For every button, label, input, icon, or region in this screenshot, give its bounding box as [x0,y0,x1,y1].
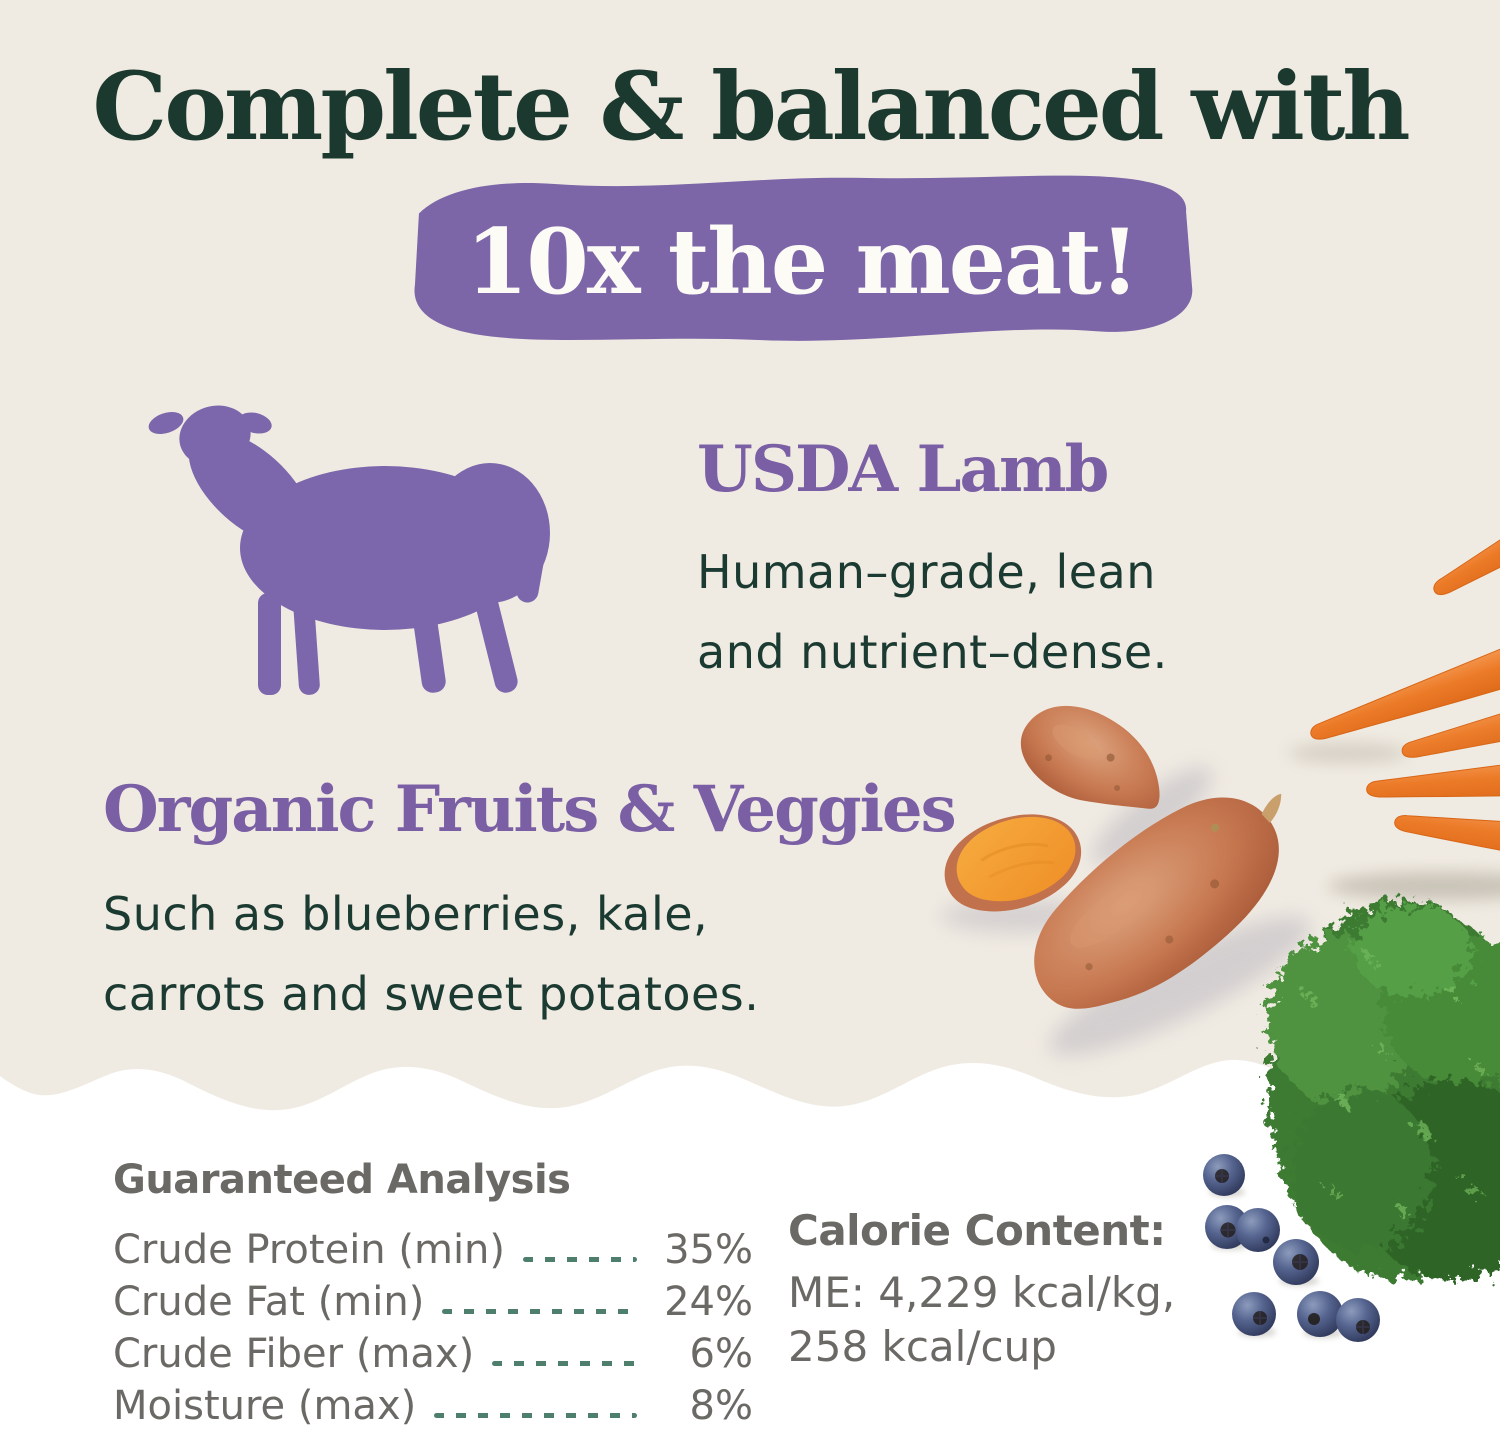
lamb-heading: USDA Lamb [697,432,1109,507]
guaranteed-analysis-heading: Guaranteed Analysis [113,1157,571,1203]
kale-photo [1267,900,1500,1280]
produce-heading: Organic Fruits & Veggies [103,772,957,847]
dotted-leader [492,1360,637,1366]
wave-divider [0,1030,1500,1111]
analysis-value: 8% [689,1383,753,1429]
calorie-line: 258 kcal/cup [788,1322,1057,1372]
calorie-heading: Calorie Content: [788,1206,1166,1255]
analysis-label: Crude Fat (min) [113,1279,425,1325]
analysis-value: 24% [664,1279,753,1325]
calorie-content: Calorie Content: ME: 4,229 kcal/kg, 258 … [788,1206,1248,1374]
sweet-potatoes-photo [940,705,1312,1056]
table-row: Crude Fiber (max) 6% [113,1328,753,1380]
calorie-line: ME: 4,229 kcal/kg, [788,1268,1176,1318]
dotted-leader [434,1412,637,1418]
lamb-section: USDA Lamb Human–grade, lean and nutrient… [697,438,1217,692]
table-row: Crude Fat (min) 24% [113,1276,753,1328]
dotted-leader [442,1308,637,1314]
analysis-label: Crude Protein (min) [113,1227,506,1273]
lamb-silhouette-icon [148,405,550,695]
produce-body: Such as blueberries, kale, carrots and s… [103,887,760,1022]
meat-banner: 10x the meat! [403,170,1200,348]
guaranteed-analysis: Guaranteed Analysis Crude Protein (min) … [113,1156,753,1431]
lamb-body: Human–grade, lean and nutrient–dense. [697,545,1168,680]
produce-section: Organic Fruits & Veggies Such as blueber… [103,772,957,1034]
analysis-label: Moisture (max) [113,1383,417,1429]
blueberries-photo [1203,1154,1380,1342]
analysis-value: 6% [689,1331,753,1377]
carrots-photo [1288,426,1500,900]
dotted-leader [523,1256,637,1262]
analysis-value: 35% [664,1227,753,1273]
page-title: Complete & balanced with [92,52,1410,162]
table-row: Moisture (max) 8% [113,1380,753,1431]
table-row: Crude Protein (min) 35% [113,1224,753,1276]
analysis-label: Crude Fiber (max) [113,1331,475,1377]
banner-shape [414,175,1193,341]
banner-headline: 10x the meat! [465,209,1140,315]
